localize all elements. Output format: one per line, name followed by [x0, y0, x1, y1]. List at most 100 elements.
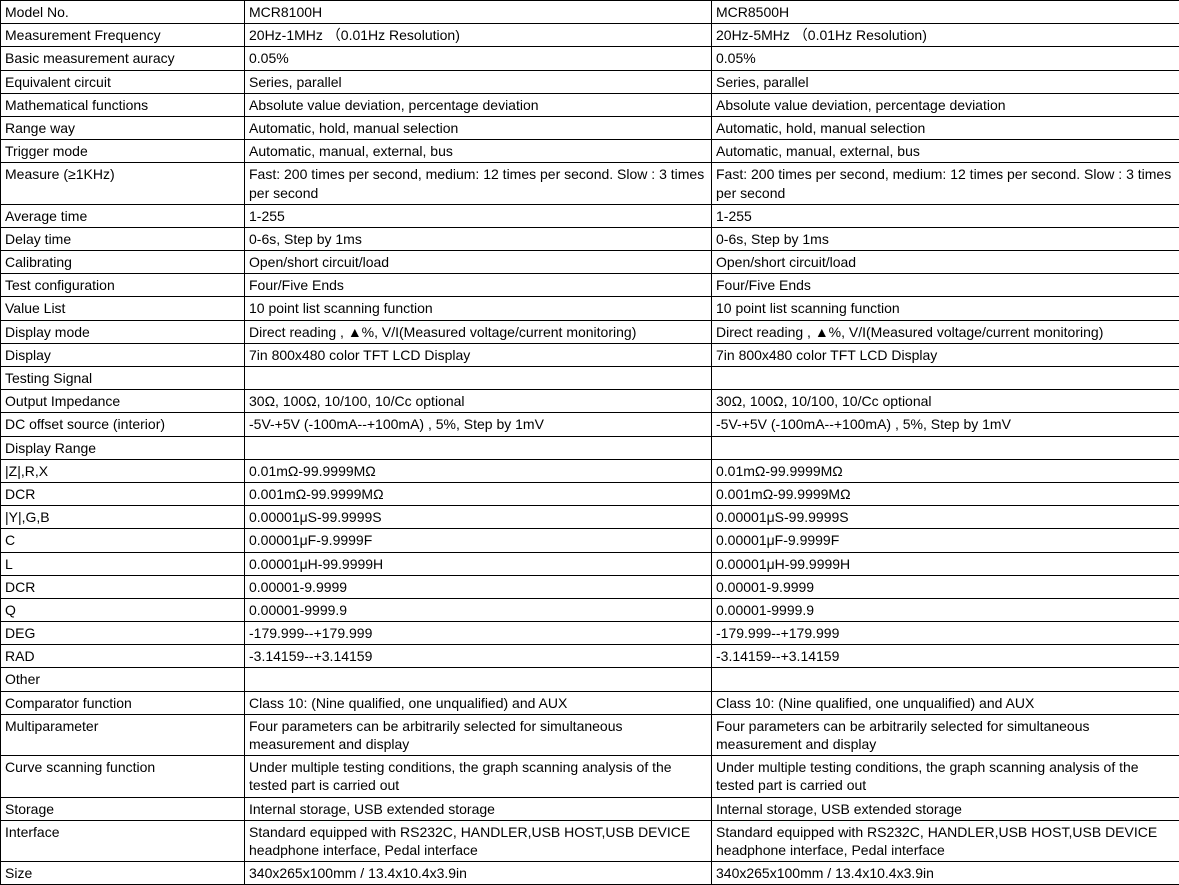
spec-value-col1: Direct reading , ▲%, V/I(Measured voltag… — [245, 320, 712, 343]
spec-label: C — [1, 529, 245, 552]
spec-value-col1: 20Hz-1MHz （0.01Hz Resolution) — [245, 24, 712, 47]
spec-value-col2: 0.00001μF-9.9999F — [712, 529, 1179, 552]
table-row: DEG-179.999--+179.999-179.999--+179.999 — [1, 622, 1179, 645]
spec-value-col1: 340x265x100mm / 13.4x10.4x3.9in — [245, 862, 712, 885]
spec-value-col2: Under multiple testing conditions, the g… — [712, 756, 1179, 797]
table-row: Value List10 point list scanning functio… — [1, 297, 1179, 320]
table-row: Test configurationFour/Five EndsFour/Fiv… — [1, 274, 1179, 297]
spec-label: Display — [1, 343, 245, 366]
table-row: Testing Signal — [1, 367, 1179, 390]
spec-value-col2: -5V-+5V (-100mA--+100mA) , 5%, Step by 1… — [712, 413, 1179, 436]
spec-label: DEG — [1, 622, 245, 645]
table-row: Measure (≥1KHz)Fast: 200 times per secon… — [1, 163, 1179, 204]
spec-value-col2: -3.14159--+3.14159 — [712, 645, 1179, 668]
table-row: RAD-3.14159--+3.14159-3.14159--+3.14159 — [1, 645, 1179, 668]
section-header-empty — [712, 367, 1179, 390]
table-row: Curve scanning functionUnder multiple te… — [1, 756, 1179, 797]
spec-value-col1: 0.01mΩ-99.9999MΩ — [245, 459, 712, 482]
spec-value-col2: 0.01mΩ-99.9999MΩ — [712, 459, 1179, 482]
spec-value-col2: Automatic, manual, external, bus — [712, 140, 1179, 163]
spec-value-col2: Open/short circuit/load — [712, 251, 1179, 274]
table-row: Basic measurement auracy0.05%0.05% — [1, 47, 1179, 70]
section-header-empty — [712, 668, 1179, 691]
spec-label: Delay time — [1, 227, 245, 250]
spec-label: Q — [1, 598, 245, 621]
spec-value-col1: 0.00001-9.9999 — [245, 575, 712, 598]
spec-label: |Y|,G,B — [1, 506, 245, 529]
table-row: Size340x265x100mm / 13.4x10.4x3.9in340x2… — [1, 862, 1179, 885]
spec-value-col1: -3.14159--+3.14159 — [245, 645, 712, 668]
table-row: |Y|,G,B0.00001μS-99.9999S0.00001μS-99.99… — [1, 506, 1179, 529]
section-header-empty — [245, 436, 712, 459]
spec-label: Calibrating — [1, 251, 245, 274]
spec-label: RAD — [1, 645, 245, 668]
spec-label: DCR — [1, 482, 245, 505]
spec-value-col1: 0-6s, Step by 1ms — [245, 227, 712, 250]
spec-label: Mathematical functions — [1, 93, 245, 116]
spec-label: Trigger mode — [1, 140, 245, 163]
spec-value-col1: 1-255 — [245, 204, 712, 227]
spec-value-col2: Four parameters can be arbitrarily selec… — [712, 714, 1179, 755]
table-row: Comparator functionClass 10: (Nine quali… — [1, 691, 1179, 714]
spec-label: Curve scanning function — [1, 756, 245, 797]
section-header-label: Display Range — [1, 436, 245, 459]
spec-value-col2: 0.00001-9.9999 — [712, 575, 1179, 598]
spec-value-col1: Automatic, hold, manual selection — [245, 116, 712, 139]
spec-value-col1: 30Ω, 100Ω, 10/100, 10/Cc optional — [245, 390, 712, 413]
spec-value-col2: Series, parallel — [712, 70, 1179, 93]
spec-value-col1: 10 point list scanning function — [245, 297, 712, 320]
spec-label: Multiparameter — [1, 714, 245, 755]
spec-value-col1: 0.00001μS-99.9999S — [245, 506, 712, 529]
spec-value-col1: 0.001mΩ-99.9999MΩ — [245, 482, 712, 505]
table-row: Multiparameter Four parameters can be arb… — [1, 714, 1179, 755]
section-header-label: Other — [1, 668, 245, 691]
spec-label: DC offset source (interior) — [1, 413, 245, 436]
spec-value-col2: Absolute value deviation, percentage dev… — [712, 93, 1179, 116]
table-row: Equivalent circuitSeries, parallelSeries… — [1, 70, 1179, 93]
table-row: Output Impedance30Ω, 100Ω, 10/100, 10/Cc… — [1, 390, 1179, 413]
spec-value-col1: MCR8100H — [245, 1, 712, 24]
spec-value-col2: Fast: 200 times per second, medium: 12 t… — [712, 163, 1179, 204]
table-row: Q0.00001-9999.90.00001-9999.9 — [1, 598, 1179, 621]
spec-value-col1: Standard equipped with RS232C, HANDLER,U… — [245, 820, 712, 861]
table-row: Mathematical functions Absolute value dev… — [1, 93, 1179, 116]
spec-value-col2: 0-6s, Step by 1ms — [712, 227, 1179, 250]
spec-label: DCR — [1, 575, 245, 598]
spec-value-col2: MCR8500H — [712, 1, 1179, 24]
spec-value-col2: 10 point list scanning function — [712, 297, 1179, 320]
spec-value-col1: Under multiple testing conditions, the g… — [245, 756, 712, 797]
spec-value-col2: Direct reading , ▲%, V/I(Measured voltag… — [712, 320, 1179, 343]
spec-label: Basic measurement auracy — [1, 47, 245, 70]
table-row: C0.00001μF-9.9999F0.00001μF-9.9999F — [1, 529, 1179, 552]
spec-value-col1: -5V-+5V (-100mA--+100mA) , 5%, Step by 1… — [245, 413, 712, 436]
spec-label: Value List — [1, 297, 245, 320]
spec-value-col1: Class 10: (Nine qualified, one unqualifi… — [245, 691, 712, 714]
spec-label: Size — [1, 862, 245, 885]
spec-value-col2: 20Hz-5MHz （0.01Hz Resolution) — [712, 24, 1179, 47]
spec-value-col2: 1-255 — [712, 204, 1179, 227]
spec-value-col2: Four/Five Ends — [712, 274, 1179, 297]
spec-label: Equivalent circuit — [1, 70, 245, 93]
spec-value-col2: 30Ω, 100Ω, 10/100, 10/Cc optional — [712, 390, 1179, 413]
spec-value-col1: Fast: 200 times per second, medium: 12 t… — [245, 163, 712, 204]
spec-value-col1: 0.00001μH-99.9999H — [245, 552, 712, 575]
spec-value-col2: Automatic, hold, manual selection — [712, 116, 1179, 139]
spec-value-col2: 7in 800x480 color TFT LCD Display — [712, 343, 1179, 366]
table-row: Model No.MCR8100HMCR8500H — [1, 1, 1179, 24]
spec-label: Output Impedance — [1, 390, 245, 413]
table-row: Other — [1, 668, 1179, 691]
spec-table-body: Model No.MCR8100HMCR8500HMeasurement Fre… — [1, 1, 1179, 885]
spec-value-col1: Four/Five Ends — [245, 274, 712, 297]
spec-label: Test configuration — [1, 274, 245, 297]
spec-value-col1: 0.00001-9999.9 — [245, 598, 712, 621]
section-header-empty — [245, 367, 712, 390]
table-row: Range wayAutomatic, hold, manual selecti… — [1, 116, 1179, 139]
spec-value-col1: -179.999--+179.999 — [245, 622, 712, 645]
spec-value-col1: Open/short circuit/load — [245, 251, 712, 274]
spec-label: Comparator function — [1, 691, 245, 714]
table-row: InterfaceStandard equipped with RS232C, … — [1, 820, 1179, 861]
spec-label: Range way — [1, 116, 245, 139]
table-row: L 0.00001μH-99.9999H 0.00001μH-99.9999H — [1, 552, 1179, 575]
spec-value-col2: Internal storage, USB extended storage — [712, 797, 1179, 820]
spec-value-col2: -179.999--+179.999 — [712, 622, 1179, 645]
